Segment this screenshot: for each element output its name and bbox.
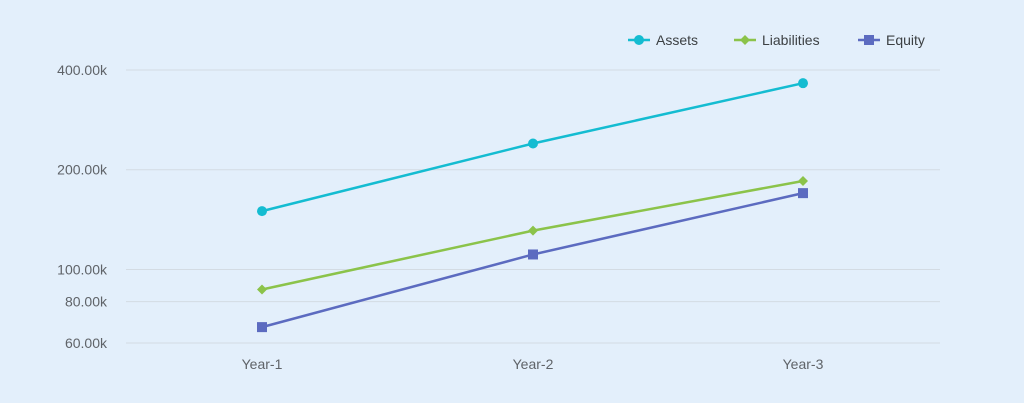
diamond-marker xyxy=(798,175,808,186)
square-marker xyxy=(798,188,808,199)
circle-marker xyxy=(528,138,538,149)
legend: Assets Liabilities Equity xyxy=(628,32,925,48)
y-tick-label: 400.00k xyxy=(57,62,108,78)
x-tick-label: Year-2 xyxy=(513,356,554,372)
grid-layer xyxy=(126,69,940,344)
series-equity xyxy=(257,188,808,333)
square-marker xyxy=(864,35,874,45)
series-layer xyxy=(257,78,808,333)
series-line xyxy=(261,191,804,329)
square-marker xyxy=(257,322,267,333)
legend-label: Equity xyxy=(886,32,925,48)
series-assets xyxy=(257,78,808,217)
y-axis: 60.00k 80.00k 100.00k 200.00k 400.00k xyxy=(57,62,108,351)
legend-label: Liabilities xyxy=(762,32,820,48)
square-marker xyxy=(528,249,538,260)
legend-item-assets: Assets xyxy=(628,32,698,48)
legend-item-liabilities: Liabilities xyxy=(734,32,820,48)
y-tick-label: 60.00k xyxy=(65,335,108,351)
circle-marker xyxy=(634,35,644,45)
y-tick-label: 80.00k xyxy=(65,294,108,310)
x-tick-label: Year-1 xyxy=(242,356,283,372)
series-line xyxy=(261,179,804,291)
diamond-marker xyxy=(528,225,538,236)
x-axis: Year-1 Year-2 Year-3 xyxy=(242,356,824,372)
legend-item-equity: Equity xyxy=(858,32,925,48)
diamond-marker xyxy=(257,284,267,295)
diamond-marker xyxy=(740,35,750,45)
y-tick-label: 200.00k xyxy=(57,162,108,178)
x-tick-label: Year-3 xyxy=(783,356,824,372)
series-liabilities xyxy=(257,175,808,295)
circle-marker xyxy=(257,206,267,217)
circle-marker xyxy=(798,78,808,89)
legend-label: Assets xyxy=(656,32,698,48)
y-tick-label: 100.00k xyxy=(57,261,108,277)
